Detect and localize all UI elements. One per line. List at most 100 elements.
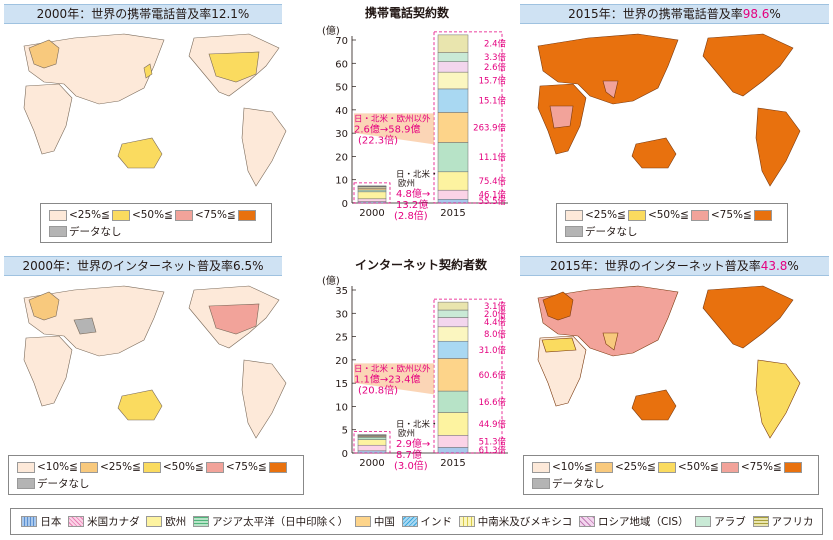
legend-swatch — [17, 461, 35, 473]
y-tick-label: 10 — [335, 176, 348, 187]
legend-label: <50%≦ — [677, 461, 719, 473]
bar-segment-africa — [437, 34, 469, 53]
map-usa-canada — [208, 303, 260, 335]
bar-segment-arab — [437, 309, 469, 318]
y-tick-label: 40 — [335, 106, 348, 117]
legend-label: <50%≦ — [131, 209, 173, 221]
x-tick-label: 2000 — [359, 458, 384, 469]
y-tick-label: 20 — [335, 356, 348, 367]
map-europe — [28, 291, 60, 321]
legend-label: <25%≦ — [614, 461, 656, 473]
bar-segment-india — [437, 340, 469, 359]
map-eurasia — [23, 285, 165, 357]
map-legend-2015-internet: <10%≦ <25%≦ <50%≦ <75%≦ データなし — [523, 455, 819, 495]
bar-segment-europe — [357, 439, 387, 446]
legend-swatch — [68, 516, 85, 527]
legend-label: 中南米及びメキシコ — [477, 516, 573, 528]
map-india — [602, 80, 619, 99]
y-tick-label: 20 — [335, 152, 348, 163]
growth-label: 11.1倍 — [479, 152, 507, 163]
map-title-2015-internet: 2015年：世界のインターネット普及率43.8% — [520, 256, 829, 276]
bar-segment-russia — [437, 61, 469, 73]
legend-item-china: 中国 — [353, 514, 395, 529]
legend-label: データなし — [552, 477, 605, 490]
dashed-box-2000 — [353, 182, 391, 204]
bar-segment-china — [437, 112, 469, 143]
title-text: 2015年：世界のインターネット普及率 — [550, 259, 761, 273]
title-suffix: % — [769, 7, 781, 21]
legend-swatch — [720, 461, 739, 473]
annotation-other-ratio: (20.8倍) — [358, 384, 398, 397]
growth-label: 44.9倍 — [479, 419, 507, 430]
bar-segment-latam — [437, 71, 469, 90]
legend-swatch — [354, 516, 371, 527]
title-highlight: 98.6 — [742, 7, 770, 21]
bar-segment-asiapac — [437, 142, 469, 173]
growth-label: 61.3倍 — [479, 445, 507, 456]
legend-label: <25%≦ — [585, 209, 626, 221]
map-legend-2015-mobile: <25%≦ <50%≦ <75%≦ データなし — [556, 203, 788, 243]
growth-label: 4.4倍 — [484, 317, 507, 328]
y-tick-label: 25 — [335, 333, 348, 344]
map-eurasia — [23, 33, 165, 105]
map-south-america — [241, 107, 287, 187]
legend-label: <75%≦ — [740, 461, 782, 473]
y-tick-label: 60 — [335, 59, 348, 70]
legend-swatch — [532, 461, 550, 473]
growth-label: 2.4倍 — [484, 39, 507, 50]
growth-label: 3.3倍 — [484, 52, 507, 63]
map-australia — [631, 137, 677, 169]
map-africa — [537, 335, 587, 407]
map-australia — [117, 389, 163, 421]
annotation-jna-ratio: (2.8倍) — [394, 209, 428, 222]
legend-item-india: インド — [400, 514, 452, 529]
y-tick-label: 30 — [335, 309, 348, 320]
map-europe — [28, 39, 60, 69]
growth-label: 55.5倍 — [479, 196, 507, 207]
legend-swatch — [627, 209, 646, 221]
bar-segment-arab — [437, 52, 469, 62]
growth-label: 31.0倍 — [479, 345, 507, 356]
growth-arrow-band — [354, 113, 434, 145]
legend-swatch — [458, 516, 475, 527]
y-axis-label: (億) — [322, 274, 340, 287]
annotation-other-label: 日・北米・欧州以外 — [354, 364, 431, 375]
legend-swatch — [17, 477, 35, 489]
y-tick-label: 15 — [335, 379, 348, 390]
map-title-2000-internet: 2000年：世界のインターネット普及率6.5% — [4, 256, 282, 276]
legend-swatch — [578, 516, 595, 527]
growth-label: 51.3倍 — [479, 436, 507, 447]
annotation-jna-ratio: (3.0倍) — [394, 459, 428, 472]
growth-label: 3.1倍 — [484, 301, 507, 312]
legend-label: 欧州 — [165, 516, 187, 528]
map-south-america — [755, 107, 801, 187]
map-australia — [631, 389, 677, 421]
legend-swatch — [565, 209, 583, 221]
legend-item-asiapac: アジア太平洋（日中印除く） — [191, 514, 348, 529]
bar-segment-europe — [437, 412, 469, 436]
y-tick-label: 35 — [335, 286, 348, 297]
legend-swatch — [753, 209, 772, 221]
bar-segment-europe — [357, 191, 387, 200]
legend-swatch — [205, 461, 224, 473]
legend-label: 米国カナダ — [87, 516, 140, 528]
map-australia — [117, 137, 163, 169]
x-tick-label: 2000 — [359, 208, 384, 219]
legend-swatch — [49, 209, 67, 221]
bar-segment-latam — [437, 326, 469, 342]
world-map-2000-internet — [4, 278, 314, 450]
growth-label: 8.0倍 — [484, 329, 507, 340]
annotation-other-value: 2.6億→58.9億 — [354, 123, 421, 136]
map-central-africa — [549, 105, 574, 129]
dashed-box-2000 — [353, 431, 391, 454]
legend-swatch — [21, 516, 38, 527]
annotation-jna-label: 日・北米・ — [396, 419, 439, 430]
growth-label: 46.1倍 — [479, 190, 507, 201]
title-suffix: % — [787, 259, 799, 273]
bar-segment-asiapac — [357, 189, 387, 193]
legend-swatch — [401, 516, 418, 527]
world-map-2015-mobile — [518, 26, 828, 198]
legend-swatch — [268, 461, 287, 473]
bar-segment-asiapac — [437, 390, 469, 413]
